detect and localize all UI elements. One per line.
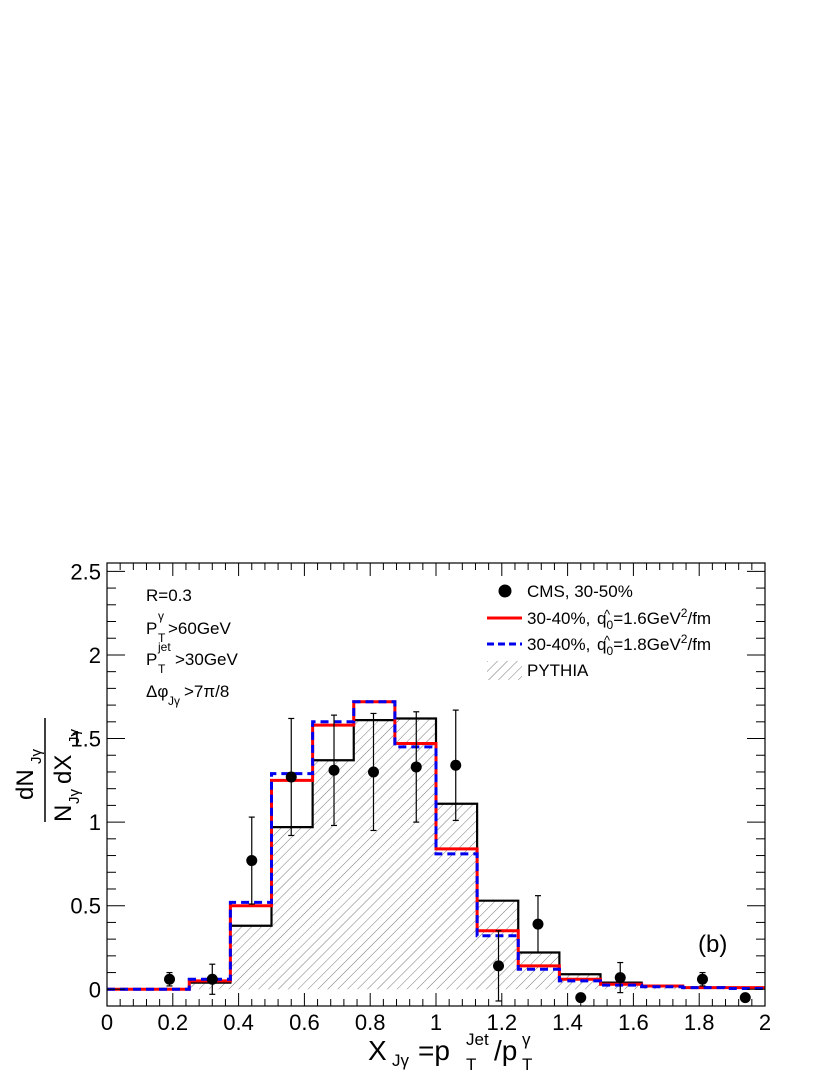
pythia-bar [477, 900, 519, 990]
cms-point [493, 960, 505, 972]
y-axis-label-den-sub2: Jγ [66, 729, 83, 745]
plot-area [107, 700, 765, 1004]
annotation-pt-jet-val: >30GeV [175, 650, 239, 669]
y-tick-label: 2 [89, 643, 101, 668]
legend-marker-hatch [487, 661, 522, 680]
x-tick-label: 0.4 [223, 1010, 254, 1035]
legend-label-blue: 30-40%, q0=1.8GeV2/fm [527, 632, 711, 658]
x-tick-label: 1 [430, 1010, 442, 1035]
legend-label-pythia: PYTHIA [527, 661, 589, 680]
pythia-bar [230, 925, 272, 990]
annotation-pt-gamma-p: P [146, 619, 157, 638]
x-axis-label-main: X [368, 1035, 387, 1066]
x-tick-label: 1.8 [684, 1010, 715, 1035]
y-axis-label-num-sub: Jγ [28, 749, 45, 765]
annotation-dphi-sub: Jγ [168, 694, 180, 708]
annotation-pt-gamma-val: >60GeV [168, 619, 232, 638]
legend-marker-cms [498, 584, 512, 598]
annotations: R=0.3 P γ T >60GeV P jet T >30GeV Δφ Jγ … [146, 586, 727, 958]
cms-point [328, 764, 340, 776]
x-tick-label: 0.8 [355, 1010, 386, 1035]
axis-ticks [106, 563, 766, 1007]
x-axis-label-slash: /p [494, 1035, 517, 1066]
pythia-bar [436, 803, 478, 990]
x-axis-label-sub: Jγ [392, 1051, 410, 1070]
y-axis-label-num: dN [12, 769, 39, 800]
y-axis-label: dN Jγ N Jγ dX Jγ [12, 718, 83, 822]
x-tick-label: 0.6 [289, 1010, 320, 1035]
pythia-bar [518, 952, 560, 990]
cms-point [206, 973, 218, 985]
x-tick-label: 0 [101, 1010, 113, 1035]
cms-point [164, 973, 176, 985]
annotation-pt-jet-sub: T [158, 662, 166, 676]
legend: CMS, 30-50% 30-40%, q0=1.6GeV2/fm ^ 30-4… [487, 582, 711, 680]
cms-point [575, 992, 587, 1004]
annotation-r: R=0.3 [146, 586, 192, 605]
pythia-bar [312, 760, 354, 990]
y-tick-label: 1.5 [70, 727, 101, 752]
x-tick-label: 1.4 [552, 1010, 583, 1035]
cms-point [614, 972, 626, 984]
cms-point [739, 992, 751, 1004]
pythia-bar [394, 718, 436, 990]
x-axis-label: X Jγ =p Jet T /p γ T [368, 1030, 532, 1074]
x-tick-label: 2 [759, 1010, 771, 1035]
y-tick-label: 1 [89, 810, 101, 835]
y-axis-label-den-dx: dX [50, 755, 77, 784]
x-tick-label: 1.6 [618, 1010, 649, 1035]
cms-point [367, 766, 379, 778]
cms-point [246, 855, 258, 867]
x-axis-label-t1: T [466, 1055, 476, 1074]
cms-point [285, 771, 297, 783]
y-axis-label-den-sub1: Jγ [66, 789, 83, 805]
annotation-pt-jet-sup: jet [157, 640, 171, 654]
axis-tick-labels: 0 0.2 0.4 0.6 0.8 1 1.2 1.4 1.6 1.8 2 0 0.5 1 1.5 2 2.5 [70, 559, 771, 1035]
y-axis-label-den-n: N [50, 805, 77, 822]
annotation-pt-jet-p: P [146, 650, 157, 669]
legend-label-cms: CMS, 30-50% [527, 582, 633, 601]
cms-point [450, 759, 462, 771]
legend-hat-red: ^ [604, 607, 611, 622]
legend-hat-blue: ^ [604, 633, 611, 648]
cms-point [410, 761, 422, 773]
annotation-dphi: Δφ [146, 682, 168, 701]
cms-point [532, 918, 544, 930]
y-tick-label: 2.5 [70, 559, 101, 584]
annotation-pt-gamma-sup: γ [158, 609, 164, 623]
y-tick-label: 0.5 [70, 894, 101, 919]
pythia-bar [641, 985, 683, 990]
x-tick-label: 1.2 [487, 1010, 518, 1035]
annotation-dphi-val: >7π/8 [184, 682, 229, 701]
pythia-bar [189, 982, 231, 990]
x-tick-label: 0.2 [158, 1010, 189, 1035]
panel-label: (b) [698, 931, 727, 958]
x-axis-label-gamma: γ [522, 1030, 531, 1049]
annotation-pt-gamma-sub: T [158, 631, 166, 645]
pythia-bar [353, 720, 395, 990]
x-axis-label-t2: T [522, 1055, 532, 1074]
x-axis-label-jet: Jet [466, 1030, 489, 1049]
pythia-bar [271, 827, 313, 990]
y-tick-label: 0 [89, 977, 101, 1002]
legend-label-red: 30-40%, q0=1.6GeV2/fm [527, 606, 711, 632]
cms-point [696, 973, 708, 985]
x-axis-label-eq: =p [418, 1035, 450, 1066]
